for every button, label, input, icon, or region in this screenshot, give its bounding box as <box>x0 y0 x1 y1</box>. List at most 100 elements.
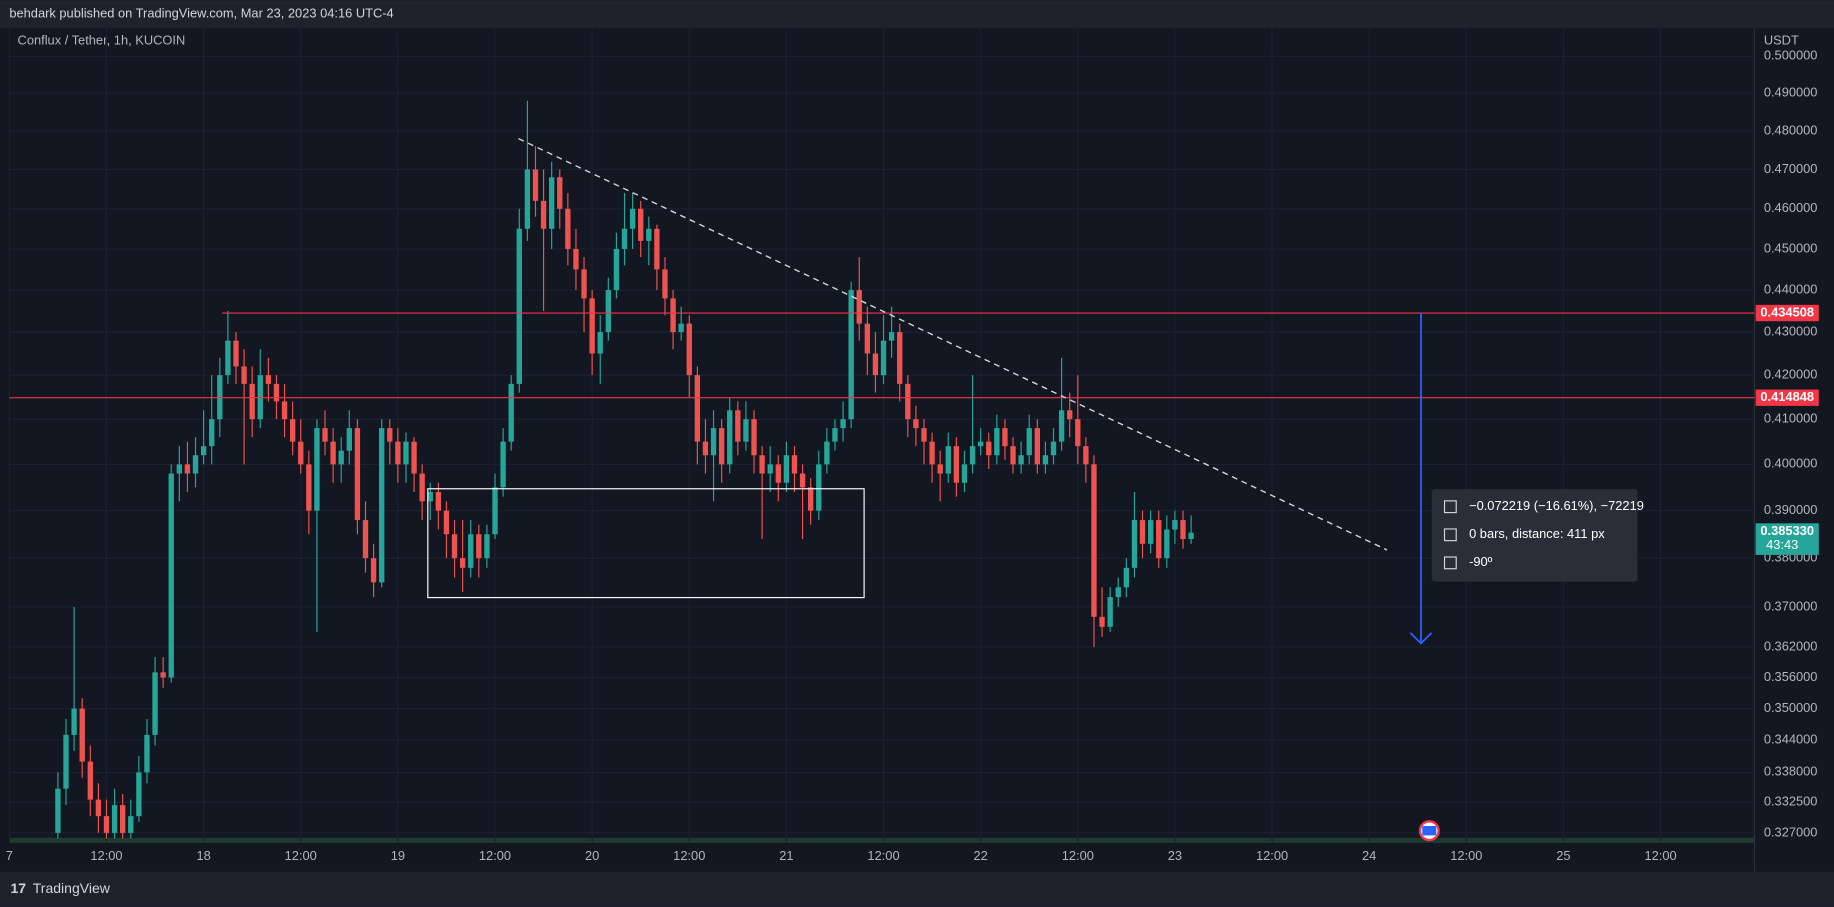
candle-body <box>872 353 879 376</box>
candle-body <box>986 441 992 456</box>
y-tick-label: 0.390000 <box>1764 502 1818 517</box>
candle-body <box>783 455 790 483</box>
x-tick-label: 12:00 <box>479 848 511 863</box>
x-tick-label: 12:00 <box>1450 848 1482 863</box>
candle-body <box>1010 446 1016 465</box>
candle-body <box>338 450 344 465</box>
candle-body <box>71 708 77 735</box>
candle-body <box>921 428 927 442</box>
candle-body <box>1115 587 1121 598</box>
candle-body <box>476 534 482 559</box>
x-tick-label: 7 <box>6 848 13 863</box>
last-price-label: 0.385330 <box>1760 523 1814 538</box>
candle-body <box>629 208 636 229</box>
x-tick-label: 12:00 <box>1256 848 1288 863</box>
candle-body <box>1026 428 1032 456</box>
candle-body <box>354 428 361 521</box>
y-tick-label: 0.480000 <box>1764 122 1818 137</box>
candle-body <box>727 410 733 465</box>
x-tick-label: 12:00 <box>1062 848 1094 863</box>
candle-body <box>548 177 555 229</box>
candle-body <box>937 464 943 474</box>
candle-body <box>751 419 757 456</box>
measure-box <box>1431 489 1638 582</box>
candle-body <box>395 441 401 465</box>
candle-body <box>1034 428 1040 465</box>
price-label: 0.434508 <box>1760 304 1814 319</box>
y-tick-label: 0.470000 <box>1764 161 1818 176</box>
y-tick-label: 0.362000 <box>1764 638 1818 653</box>
y-tick-label: 0.338000 <box>1764 764 1818 779</box>
countdown-label: 43:43 <box>1766 537 1798 552</box>
candle-body <box>1042 455 1049 465</box>
candle-body <box>718 428 725 465</box>
candle-body <box>265 375 272 384</box>
candle-body <box>63 734 69 789</box>
candle-body <box>945 446 951 474</box>
candle-body <box>289 419 296 442</box>
candle-body <box>427 492 433 502</box>
candle-body <box>905 383 911 420</box>
measure-text: −0.072219 (−16.61%), −72219 <box>1469 498 1644 513</box>
candle-body <box>969 446 976 465</box>
x-tick-label: 12:00 <box>867 848 899 863</box>
y-tick-label: 0.500000 <box>1764 48 1818 63</box>
candle-body <box>1139 520 1146 544</box>
candle-body <box>856 290 862 324</box>
candle-body <box>961 464 968 483</box>
price-label-box <box>1755 389 1819 406</box>
footer-logo: 17 <box>11 880 27 896</box>
candle-body <box>1188 532 1194 540</box>
x-tick-label: 21 <box>779 848 793 863</box>
candle-body <box>1131 520 1138 568</box>
candle-body <box>864 323 871 354</box>
candle-body <box>103 816 110 833</box>
candle-body <box>977 441 984 447</box>
candle-body <box>929 441 935 465</box>
candle-body <box>994 428 1000 456</box>
candle-body <box>1018 455 1024 465</box>
candle-body <box>362 520 369 559</box>
chart-title: Conflux / Tether, 1h, KUCOIN <box>18 33 186 48</box>
candle-body <box>540 200 547 229</box>
candle-body <box>1172 520 1178 530</box>
volume-strip <box>9 837 1755 843</box>
candle-body <box>144 734 150 773</box>
candle-body <box>694 375 701 442</box>
candle-body <box>654 228 660 270</box>
y-tick-label: 0.410000 <box>1764 411 1818 426</box>
price-label-box <box>1755 304 1819 322</box>
candle-body <box>589 298 595 354</box>
candle-body <box>508 383 514 442</box>
footer-bar <box>0 871 1834 907</box>
candle-body <box>678 323 684 333</box>
y-tick-label: 0.450000 <box>1764 240 1818 255</box>
candle-body <box>95 799 102 817</box>
candle-body <box>370 558 377 583</box>
x-tick-label: 25 <box>1556 848 1570 863</box>
candle-body <box>1123 567 1130 588</box>
candle-body <box>322 428 328 442</box>
candle-body <box>451 534 458 559</box>
x-tick-label: 18 <box>196 848 210 863</box>
candle-body <box>1180 520 1186 540</box>
candle-body <box>743 419 749 442</box>
candle-body <box>888 332 895 341</box>
candle-body <box>249 383 255 420</box>
candle-body <box>273 383 280 402</box>
candle-body <box>233 340 239 367</box>
candle-body <box>1083 446 1089 465</box>
candle-body <box>1002 428 1008 447</box>
candle-body <box>702 441 709 456</box>
trendline <box>518 137 1388 551</box>
x-tick-label: 24 <box>1362 848 1376 863</box>
candle-body <box>557 177 563 209</box>
candle-body <box>524 169 531 229</box>
measure-arrow-head <box>1409 632 1433 645</box>
candle-body <box>111 805 118 833</box>
candle-body <box>913 419 919 429</box>
measure-icon <box>1443 500 1457 514</box>
candle-body <box>459 558 466 568</box>
